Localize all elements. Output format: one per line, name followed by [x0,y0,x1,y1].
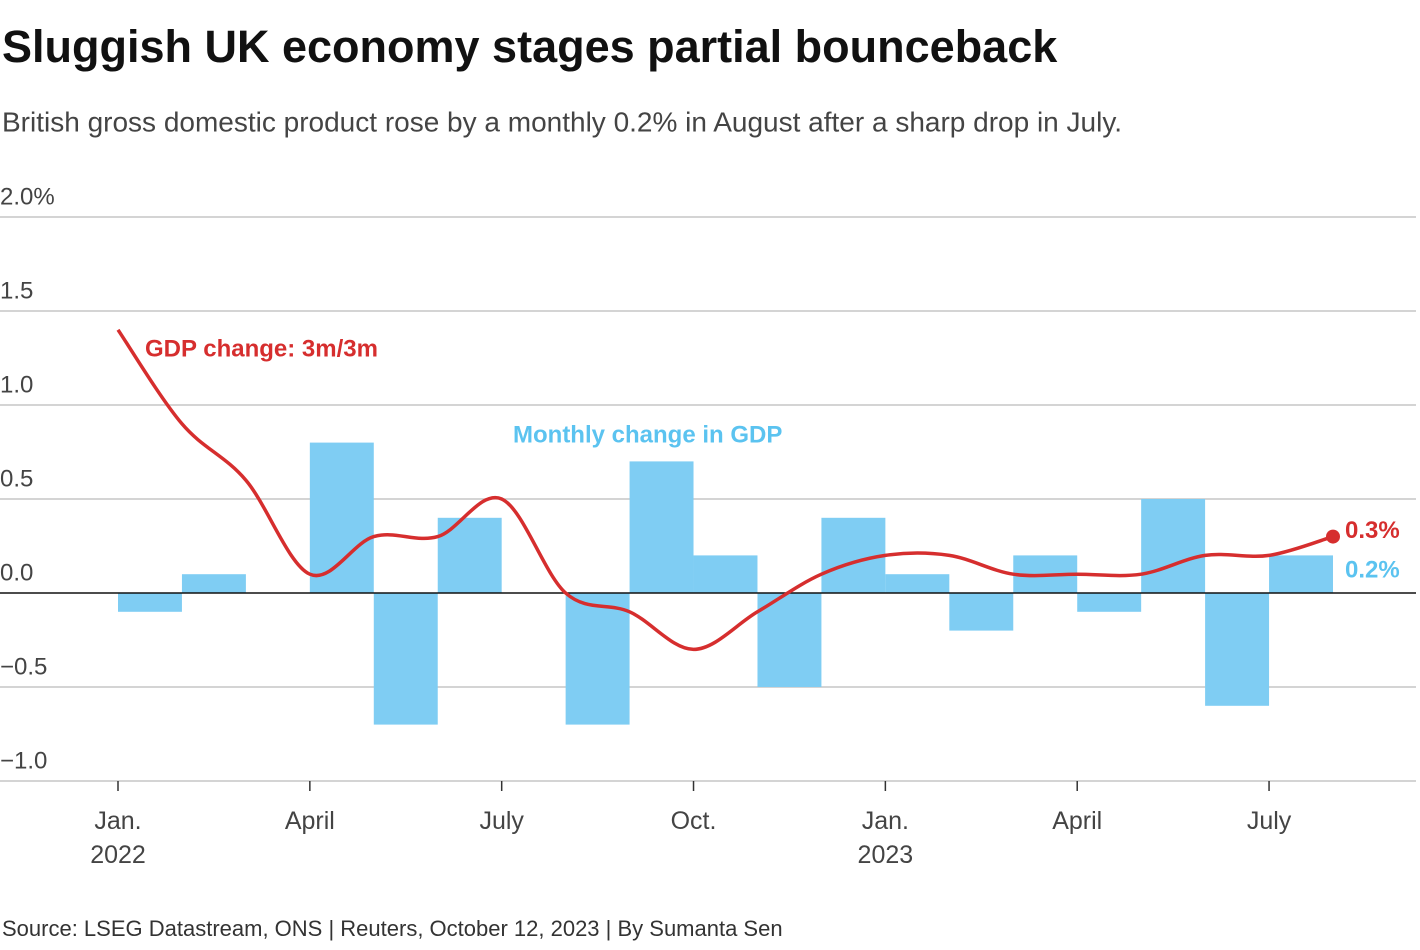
end-label: 0.2% [1345,557,1400,584]
bar [1141,499,1206,593]
chart-title: Sluggish UK economy stages partial bounc… [2,21,1058,72]
bar [437,517,502,593]
y-tick-label: −1.0 [0,747,47,774]
y-tick-label: −0.5 [0,653,47,680]
bar [1269,555,1333,593]
x-tick-label: Jan. 2022 [90,807,146,869]
bar [1077,593,1142,612]
y-tick-label: 0.5 [0,465,33,492]
y-tick-label: 1.0 [0,371,33,398]
bar [949,593,1014,631]
line [116,328,1334,652]
end-dot [1326,529,1340,544]
x-tick-label: July [1246,807,1292,835]
bar [629,461,694,593]
x-tick-label: Oct. [670,807,717,835]
bar [181,574,246,593]
y-tick-label: 1.5 [0,277,33,304]
y-tick-label: 2.0% [0,183,55,210]
x-tick-label: April [1052,807,1103,835]
x-tick-label: July [479,807,524,835]
bar [565,593,630,725]
x-tick-label: Jan. 2023 [857,807,914,869]
bar-label: Monthly change in GDP [513,421,782,448]
bar [693,555,758,593]
bar [373,593,438,725]
bar [821,517,886,593]
bar [757,593,822,687]
source: Source: LSEG Datastream, ONS | Reuters, … [2,916,783,941]
chart-subtitle: British gross domestic product rose by a… [2,106,1122,137]
bar [118,593,182,612]
end-label: 0.3% [1345,517,1400,544]
bar [885,574,950,593]
y-tick-label: 0.0 [0,559,33,586]
x-tick-label: April [284,807,335,835]
line-label: GDP change: 3m/3m [145,335,378,362]
bar [1205,593,1270,706]
bar [309,442,374,593]
